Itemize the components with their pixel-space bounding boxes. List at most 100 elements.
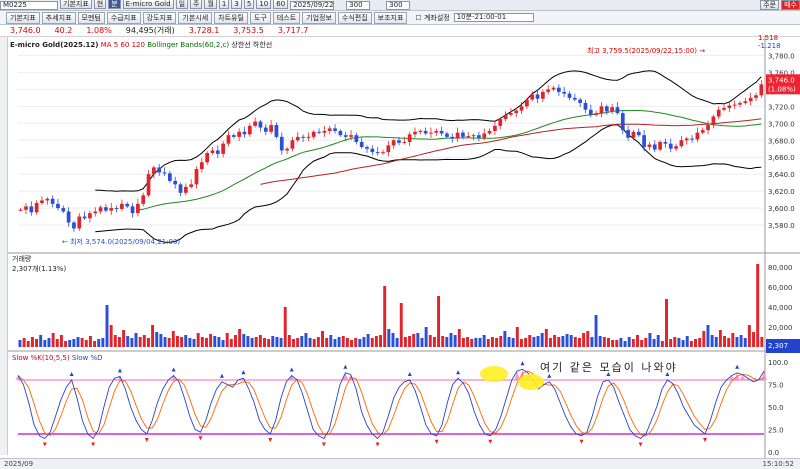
stoch-sell-arrow bbox=[665, 372, 670, 376]
stoch-sell-arrow bbox=[735, 364, 740, 369]
price-change-pct: 1.08% bbox=[86, 26, 112, 35]
volume-bar bbox=[648, 333, 652, 347]
volume-bar bbox=[354, 338, 358, 347]
indicator-button-4[interactable]: 강도지표 bbox=[142, 11, 177, 24]
indicator-button-6[interactable]: 차트유틸 bbox=[214, 11, 248, 24]
volume-bar bbox=[511, 338, 515, 347]
candle-body bbox=[29, 206, 34, 213]
volume-bar bbox=[586, 331, 590, 347]
candle-body bbox=[93, 211, 98, 214]
count-input-2[interactable]: 300 bbox=[386, 0, 411, 10]
volume-bar bbox=[408, 336, 412, 347]
symbol-code-input[interactable]: M0225 bbox=[0, 0, 58, 10]
volume-bar bbox=[122, 330, 126, 347]
volume-bar bbox=[221, 340, 225, 347]
toolbar-button-4[interactable]: 일 bbox=[175, 0, 189, 9]
chart-canvas[interactable]: 3,780.03,760.03,740.03,720.03,700.03,680… bbox=[8, 37, 800, 458]
indicator-button-7[interactable]: 도구 bbox=[249, 11, 271, 24]
order-button[interactable]: 주문 bbox=[760, 0, 780, 10]
stoch-buy-arrow bbox=[91, 442, 96, 447]
volume-bar bbox=[636, 335, 639, 347]
right-info-box: 1.518 -1.218 bbox=[758, 34, 781, 50]
candle-body bbox=[370, 148, 375, 153]
indicator-button-9[interactable]: 기업정보 bbox=[302, 11, 336, 24]
volume-bar bbox=[387, 329, 391, 347]
volume-title: 거래량 bbox=[12, 255, 32, 263]
candle-body bbox=[588, 109, 593, 115]
indicator-button-1[interactable]: 추세지표 bbox=[41, 11, 76, 24]
candle-body bbox=[423, 130, 428, 134]
candle-body bbox=[242, 131, 247, 135]
volume-current-marker bbox=[766, 339, 800, 353]
volume-bar bbox=[159, 334, 163, 347]
volume-bar bbox=[669, 339, 673, 347]
candle-body bbox=[338, 130, 343, 136]
buy-button[interactable]: 매수 bbox=[781, 0, 800, 10]
clock-label: 15:10:52 bbox=[762, 460, 794, 468]
candle-body bbox=[663, 141, 668, 144]
indicator-button-11[interactable]: 보조지표 bbox=[373, 11, 408, 24]
indicator-button-0[interactable]: 기본지표 bbox=[6, 11, 40, 24]
volume-bar bbox=[345, 338, 349, 347]
candle-body bbox=[540, 91, 545, 99]
volume-bar bbox=[706, 325, 710, 347]
price-tick-label: 3,680.0 bbox=[768, 137, 795, 145]
indicator-button-5[interactable]: 기본시세 bbox=[178, 11, 213, 24]
account-checkbox[interactable]: ☐ 계좌설정 bbox=[415, 13, 450, 22]
candle-body bbox=[748, 97, 753, 102]
volume-tick-label: 80,000 bbox=[768, 264, 793, 272]
volume-legend: 거래량 2,307개(1.13%) bbox=[12, 254, 66, 274]
ma-legend: MA 5 60 120 bbox=[100, 41, 145, 49]
candle-body bbox=[519, 106, 524, 111]
indicator-button-8[interactable]: 테스트 bbox=[272, 11, 301, 24]
count-input-1[interactable]: 300 bbox=[346, 0, 371, 10]
indicator-button-10[interactable]: 수식편집 bbox=[337, 11, 372, 24]
candle-body bbox=[498, 119, 503, 126]
toolbar-button-6[interactable]: 월 bbox=[204, 0, 217, 9]
volume-bar bbox=[453, 335, 457, 347]
volume-bar bbox=[300, 336, 304, 347]
toolbar-button-5[interactable]: 주 bbox=[190, 0, 203, 9]
toolbar-button-10[interactable]: 10 bbox=[256, 0, 272, 9]
volume-bar bbox=[495, 338, 499, 347]
volume-bar bbox=[482, 335, 486, 347]
candle-body bbox=[183, 186, 188, 193]
toolbar-button-2[interactable]: 분 bbox=[108, 0, 121, 9]
price-tick-label: 3,720.0 bbox=[768, 103, 795, 111]
volume-bar bbox=[656, 335, 660, 347]
left-tool-strip[interactable] bbox=[0, 37, 8, 455]
candle-body bbox=[215, 150, 220, 154]
indicator-button-2[interactable]: 모멘텀 bbox=[77, 11, 105, 24]
toolbar-button-3[interactable]: E-micro Gold bbox=[122, 0, 174, 9]
candle-body bbox=[679, 140, 684, 147]
candle-body bbox=[167, 173, 172, 181]
price-tick-label: 3,700.0 bbox=[768, 120, 795, 128]
date-input[interactable]: 2025/09/22 bbox=[290, 0, 335, 10]
volume-bar bbox=[747, 325, 751, 347]
volume-bar bbox=[735, 337, 739, 347]
toolbar-button-1[interactable]: 현 bbox=[93, 0, 107, 9]
volume-bar bbox=[80, 338, 84, 347]
stoch-buy-arrow bbox=[488, 439, 493, 444]
volume-bar bbox=[225, 333, 229, 347]
volume-bar bbox=[631, 339, 635, 347]
time-select[interactable]: 10분-21:00-01 bbox=[453, 13, 534, 22]
volume-bar bbox=[499, 336, 503, 347]
volume-bar bbox=[557, 337, 561, 347]
candle-body bbox=[626, 130, 630, 138]
toolbar-button-9[interactable]: 5 bbox=[243, 0, 255, 9]
volume-bar bbox=[437, 296, 441, 347]
indicator-button-3[interactable]: 수급지표 bbox=[106, 11, 141, 24]
current-price-label: 3,746.0 bbox=[768, 76, 795, 84]
volume-bar bbox=[43, 340, 47, 347]
toolbar-button-8[interactable]: 3 bbox=[231, 0, 242, 9]
volume-bar bbox=[503, 331, 507, 347]
toolbar-button-11[interactable]: 60 bbox=[273, 0, 289, 9]
volume-bar bbox=[192, 339, 196, 347]
candle-body bbox=[285, 148, 289, 151]
toolbar-button-7[interactable]: 1 bbox=[218, 0, 230, 9]
volume-bar bbox=[627, 337, 631, 347]
bollinger-lower bbox=[95, 124, 762, 243]
toolbar-button-0[interactable]: 기본지표 bbox=[60, 0, 92, 9]
stoch-d-line bbox=[17, 370, 765, 437]
